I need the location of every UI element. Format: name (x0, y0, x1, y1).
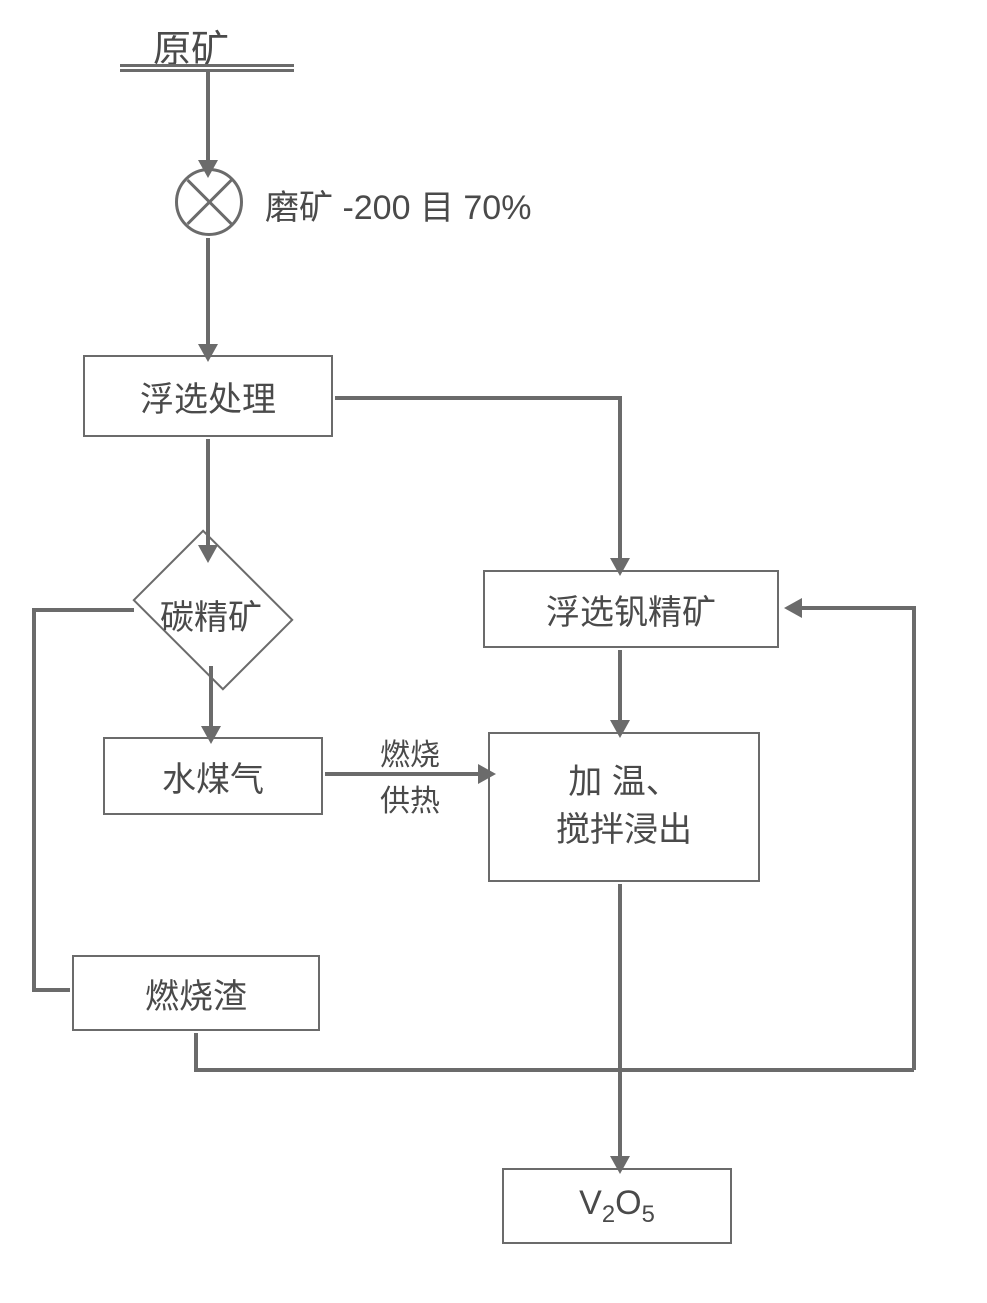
vconcentrate-label: 浮选钒精矿 (546, 585, 716, 634)
edge-heating-product (618, 884, 622, 1164)
watergas-box: 水煤气 (103, 737, 323, 815)
edge-carbon-residue-v (32, 608, 36, 990)
edge-carbon-residue-h2 (32, 988, 70, 992)
arrow-residue-vconc (784, 598, 802, 618)
watergas-label: 水煤气 (162, 752, 264, 801)
edge-carbon-watergas (209, 666, 213, 734)
edge-grinding-flotation (206, 238, 210, 350)
product-box: V2O5 (502, 1168, 732, 1244)
heating-box: 加 温、 搅拌浸出 (488, 732, 760, 882)
edge-residue-up (912, 606, 916, 1070)
heating-label-1: 加 温、 (568, 759, 679, 807)
edge-residue-right (194, 1068, 914, 1072)
residue-label: 燃烧渣 (145, 969, 247, 1018)
raw-ore-underline (120, 64, 294, 72)
edge-vconc-heating (618, 650, 622, 728)
flotation-box: 浮选处理 (83, 355, 333, 437)
heating-label-2: 搅拌浸出 (556, 807, 692, 855)
edge-residue-left (800, 606, 914, 610)
residue-box: 燃烧渣 (72, 955, 320, 1031)
combustion-label: 燃烧 (380, 730, 440, 774)
heatsupply-label: 供热 (380, 776, 440, 820)
edge-flotation-vconc-h (335, 396, 622, 400)
flotation-label: 浮选处理 (140, 372, 276, 421)
vconcentrate-box: 浮选钒精矿 (483, 570, 779, 648)
edge-carbon-residue-h1 (32, 608, 134, 612)
grinding-label: 磨矿 -200 目 70% (265, 180, 531, 229)
product-label: V2O5 (579, 1184, 655, 1229)
edge-rawore-grinding (206, 72, 210, 166)
edge-residue-down (194, 1033, 198, 1071)
edge-flotation-vconc-v (618, 396, 622, 566)
grinding-icon (175, 168, 243, 236)
carbon-label: 碳精矿 (160, 590, 262, 639)
